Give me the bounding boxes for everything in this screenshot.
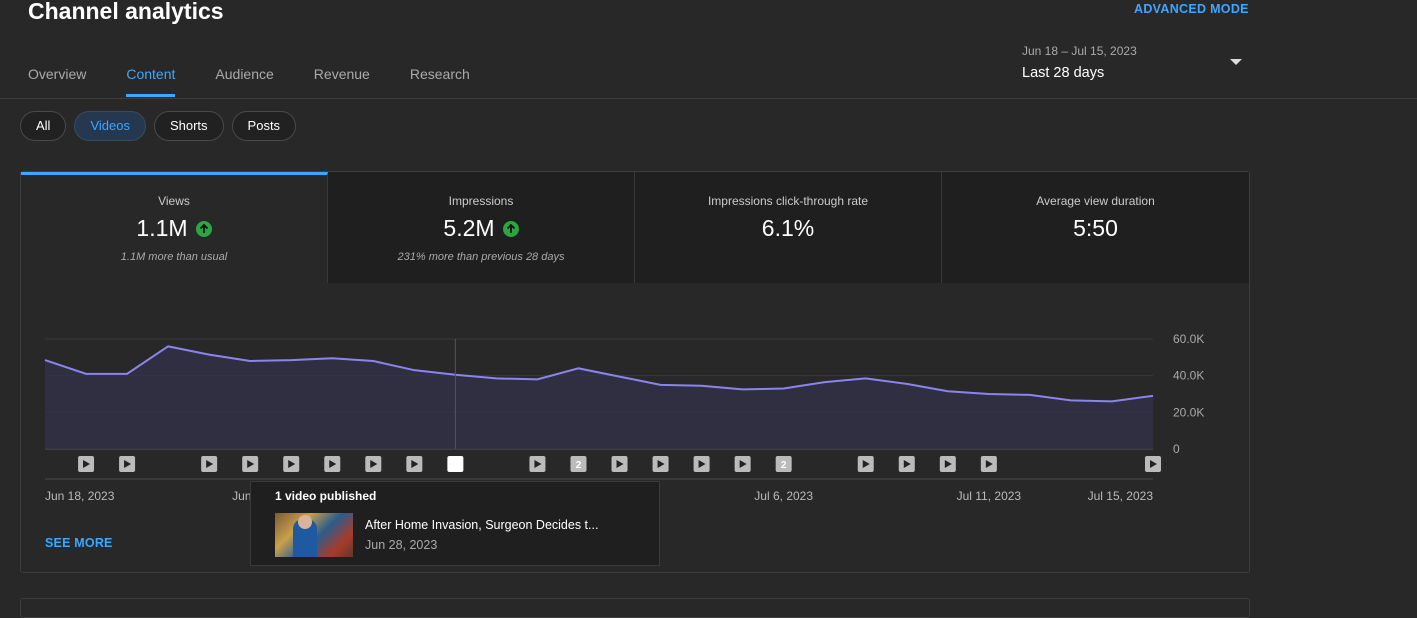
play-icon [288,460,296,468]
play-icon [1150,460,1157,468]
tab-revenue[interactable]: Revenue [313,66,370,82]
play-icon [411,460,419,468]
views-line [44,345,1154,403]
play-icon [698,460,706,468]
metric-tab-impressions[interactable]: Impressions 5.2M 231% more than previous… [328,172,635,283]
y-tick-label: 60.0K [1173,332,1204,346]
play-icon [739,460,747,468]
next-card-edge [20,598,1250,618]
publish-marker[interactable] [570,456,587,472]
arrow-up-icon [195,220,212,237]
play-icon [83,460,91,468]
metric-note: 1.1M more than usual [120,251,228,263]
filter-chip-all[interactable]: All [20,111,67,141]
publish-tooltip: 1 video published After Home Invasion, S… [250,481,660,566]
play-icon [206,460,214,468]
metric-tab-views[interactable]: Views 1.1M 1.1M more than usual [21,172,328,283]
play-icon [370,460,378,468]
tab-bar: Overview Content Audience Revenue Resear… [28,66,510,98]
video-publish-date: Jun 28, 2023 [365,538,438,552]
tab-overview[interactable]: Overview [28,66,87,82]
metric-note: 231% more than previous 28 days [397,251,565,263]
play-icon [862,460,870,468]
tab-research[interactable]: Research [409,66,470,82]
tab-content[interactable]: Content [126,66,176,98]
arrow-up-icon [502,220,519,237]
metric-value-text: 5.2M [443,215,495,241]
x-tick-label: Jul 11, 2023 [957,489,1022,503]
header-divider [0,98,1417,99]
metric-value-text: 6.1% [761,215,815,241]
tab-audience[interactable]: Audience [215,66,274,82]
metric-value: 6.1% [635,215,941,242]
tooltip-heading: 1 video published [275,489,377,503]
x-tick-label: Jun 18, 2023 [45,489,115,503]
metric-value: 5:50 [942,215,1249,242]
publish-marker-count: 2 [576,460,582,471]
analytics-card: Views 1.1M 1.1M more than usual Impressi… [20,171,1250,573]
content-type-filters: All Videos Shorts Posts [20,111,304,141]
metric-value: 1.1M [21,215,327,242]
date-range-selector[interactable]: Jun 18 – Jul 15, 2023 Last 28 days [1022,44,1244,81]
y-tick-label: 0 [1173,442,1180,456]
date-range-dates: Jun 18 – Jul 15, 2023 [1022,44,1137,58]
x-tick-label: Jul 6, 2023 [754,489,813,503]
play-icon [657,460,665,468]
metric-label: Views [158,194,190,208]
see-more-link[interactable]: SEE MORE [45,536,113,550]
views-area [45,346,1153,449]
play-icon [534,460,542,468]
advanced-mode-link[interactable]: ADVANCED MODE [1134,2,1249,16]
caret-down-icon [1230,59,1242,65]
filter-chip-videos[interactable]: Videos [74,111,146,141]
metric-value: 5.2M [328,215,634,242]
filter-chip-shorts[interactable]: Shorts [153,111,224,141]
metric-tab-ctr[interactable]: Impressions click-through rate 6.1% [635,172,942,283]
play-icon [944,460,952,468]
metric-value-text: 5:50 [1073,215,1118,241]
metric-value-text: 1.1M [136,215,188,241]
play-icon [329,460,337,468]
play-icon [616,460,624,468]
play-icon [247,460,255,468]
x-tick-label: Jul 15, 2023 [1088,489,1154,503]
metric-tab-avg-view-duration[interactable]: Average view duration 5:50 [942,172,1249,283]
date-range-label: Last 28 days [1022,65,1105,81]
metric-tabs: Views 1.1M 1.1M more than usual Impressi… [21,172,1251,284]
metric-label: Impressions [448,194,514,208]
play-icon [903,460,911,468]
play-icon [985,460,993,468]
metric-label: Average view duration [1036,194,1155,208]
publish-marker[interactable] [775,456,792,472]
y-tick-label: 40.0K [1173,369,1204,383]
selected-publish-marker[interactable] [447,456,464,472]
publish-marker-count: 2 [781,460,787,471]
video-thumbnail[interactable] [275,513,353,557]
play-icon [124,460,132,468]
filter-chip-posts[interactable]: Posts [231,111,297,141]
page-title: Channel analytics [28,0,224,24]
video-title-link[interactable]: After Home Invasion, Surgeon Decides t..… [365,518,599,532]
thumbnail-head [298,515,312,529]
y-tick-label: 20.0K [1173,405,1204,419]
metric-label: Impressions click-through rate [707,194,869,208]
